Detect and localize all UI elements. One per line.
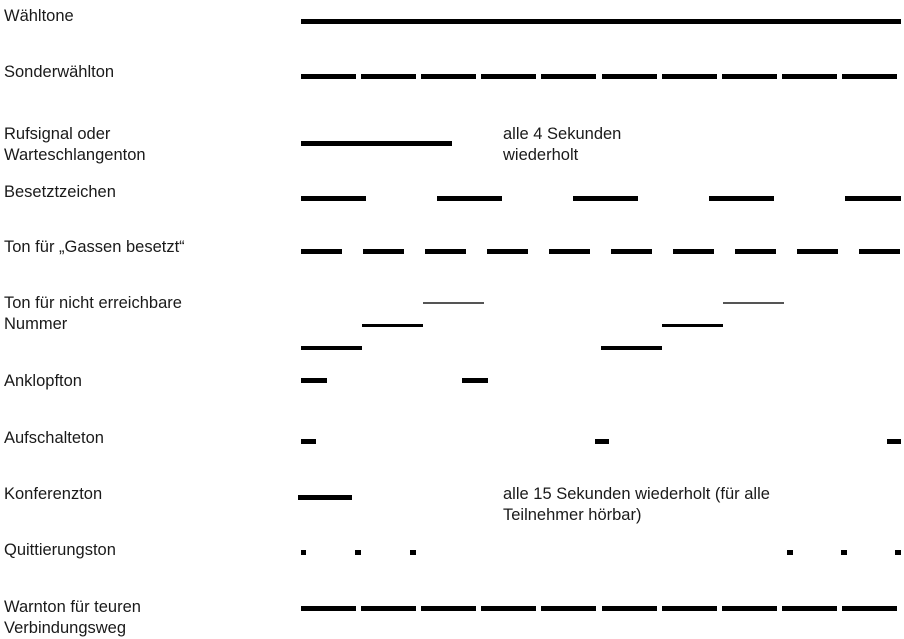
tone-label-unreachable: Ton für nicht erreichbare Nummer [4,294,182,333]
unreachable-number-tone-pattern-segment [423,302,484,304]
unreachable-number-tone-pattern-segment [301,346,362,350]
unreachable-number-tone-pattern-segment [723,302,784,304]
ringing-signal-pattern-segment [301,140,452,146]
lines-busy-tone-pattern-segment [487,248,528,254]
lines-busy-tone-pattern-segment [735,248,776,254]
special-dial-tone-pattern-segment [361,73,417,79]
expensive-route-warning-tone-pattern-segment [601,605,657,611]
special-dial-tone-pattern-segment [541,73,597,79]
expensive-route-warning-tone-pattern-segment [721,605,777,611]
lines-busy-tone-pattern-segment [301,248,342,254]
tone-label-ringing: Rufsignal oder Warteschlangenton [4,125,146,164]
acknowledgement-tone-pattern-segment [787,549,793,555]
special-dial-tone-pattern-segment [601,73,657,79]
tone-label-expensive-route: Warnton für teuren Verbindungsweg [4,598,141,637]
lines-busy-tone-pattern-segment [425,248,466,254]
tone-label-special-dial: Sonderwählton [4,63,115,81]
acknowledgement-tone-pattern-segment [410,549,416,555]
acknowledgement-tone-pattern-segment [895,549,901,555]
tone-label-conference: Konferenzton [4,485,103,503]
conference-repeat-note: alle 15 Sekunden wiederholt (für alle Te… [503,485,770,524]
unreachable-number-tone-pattern-segment [362,323,423,327]
special-dial-tone-pattern-segment [421,73,477,79]
tone-label-dial: Wähltone [4,7,74,25]
expensive-route-warning-tone-pattern-segment [661,605,717,611]
call-waiting-tone-pattern-segment [301,377,327,383]
busy-signal-pattern-segment [845,195,901,201]
lines-busy-tone-pattern-segment [797,248,838,254]
special-dial-tone-pattern-segment [721,73,777,79]
expensive-route-warning-tone-pattern-segment [841,605,897,611]
tone-label-intrusion: Aufschalteton [4,429,104,447]
expensive-route-warning-tone-pattern-segment [361,605,417,611]
special-dial-tone-pattern-segment [841,73,897,79]
acknowledgement-tone-pattern-segment [355,549,361,555]
busy-signal-pattern-segment [709,195,774,201]
special-dial-tone-pattern-segment [781,73,837,79]
acknowledgement-tone-pattern-segment [841,549,847,555]
special-dial-tone-pattern-segment [301,73,356,79]
ringing-repeat-note: alle 4 Sekunden wiederholt [503,125,622,164]
dial-tone-pattern-segment [301,18,901,24]
tone-label-acknowledgement: Quittierungston [4,541,116,559]
busy-signal-pattern-segment [301,195,366,201]
intrusion-tone-pattern-segment [887,438,901,444]
tone-label-call-waiting: Anklopfton [4,372,82,390]
busy-signal-pattern-segment [437,195,502,201]
lines-busy-tone-pattern-segment [859,248,900,254]
intrusion-tone-pattern-segment [301,438,316,444]
lines-busy-tone-pattern-segment [363,248,404,254]
expensive-route-warning-tone-pattern-segment [481,605,537,611]
lines-busy-tone-pattern-segment [549,248,590,254]
lines-busy-tone-pattern-segment [673,248,714,254]
lines-busy-tone-pattern-segment [611,248,652,254]
special-dial-tone-pattern-segment [481,73,537,79]
special-dial-tone-pattern-segment [661,73,717,79]
expensive-route-warning-tone-pattern-segment [421,605,477,611]
expensive-route-warning-tone-pattern-segment [541,605,597,611]
conference-tone-pattern-segment [298,494,352,500]
intrusion-tone-pattern-segment [595,438,609,444]
expensive-route-warning-tone-pattern-segment [781,605,837,611]
tone-label-busy: Besetztzeichen [4,183,116,201]
busy-signal-pattern-segment [573,195,638,201]
unreachable-number-tone-pattern-segment [662,323,723,327]
acknowledgement-tone-pattern-segment [301,549,306,555]
unreachable-number-tone-pattern-segment [601,346,662,350]
call-waiting-tone-pattern-segment [462,377,488,383]
expensive-route-warning-tone-pattern-segment [301,605,356,611]
tone-label-lines-busy: Ton für „Gassen besetzt“ [4,238,185,256]
